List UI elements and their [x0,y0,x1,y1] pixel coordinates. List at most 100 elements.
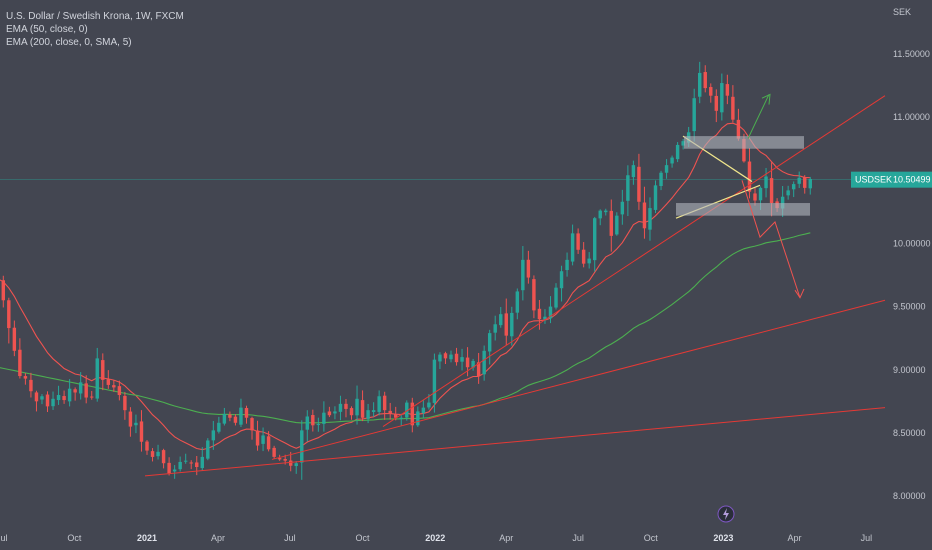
price-tick-label: 9.50000 [893,302,926,312]
candle-body [653,185,658,210]
support-zone [676,203,810,216]
candle-body [322,412,326,424]
candle-body [123,395,127,411]
price-tag: USDSEK 10.50499 [851,171,932,188]
candle-body [421,407,426,414]
candle-body [156,451,160,457]
candle-body [637,166,641,202]
candle-body [465,357,470,368]
time-axis[interactable]: Jul Oct 2021 Apr Jul Oct 2022 Apr Jul Oct 2023 Apr J… [0,533,872,543]
candle-body [709,87,713,96]
candle-body [620,201,625,215]
candle-body [117,386,122,396]
candle-body [101,360,105,380]
drawings [144,93,886,477]
price-tick-label: 10.00000 [893,238,931,248]
candle-body [272,447,276,457]
candle-body [244,408,249,418]
ema200-line [0,232,811,424]
price-tick-label: 11.00000 [893,112,930,122]
candle-body [791,184,796,190]
candle-body [40,396,44,400]
ema50-legend[interactable]: EMA (50, close, 0) [6,24,88,35]
candle-body [499,314,503,326]
time-tick-label: Oct [67,533,82,543]
candle-body [377,396,381,412]
candle-body [51,398,55,407]
candle-body [145,441,149,451]
currency-label: SEK [893,7,911,17]
event-marker[interactable] [717,505,735,523]
candle-body [78,382,83,394]
candle-body [283,459,287,461]
symbol-title[interactable]: U.S. Dollar / Swedish Krona, 1W, FXCM [6,11,184,22]
long-term-trendline [144,407,886,477]
candle-body [548,306,553,319]
candle-body [725,84,730,96]
candle-body [228,414,232,418]
candle-body [382,395,387,411]
candle-body [388,410,392,414]
candle-body [410,402,415,426]
candle-body [200,456,204,469]
candle-body [720,83,724,113]
candle-body [189,462,193,464]
candle-body [670,157,674,164]
candle-body [333,411,337,414]
time-tick-label: Jul [861,533,873,543]
resistance-zone [684,136,804,149]
time-tick-label: 2021 [137,533,157,543]
candle-body [261,435,265,444]
candle-body [95,358,99,399]
candle-body [648,208,652,230]
candle-body [438,354,442,362]
candle-body [7,300,11,329]
candle-body [349,408,354,416]
price-axis[interactable]: 11.50000 11.00000 10.00000 9.50000 9.00000 8.… [893,49,931,501]
candle-body [581,249,586,264]
candle-body [250,418,254,431]
time-tick-label: Oct [356,533,371,543]
candle-body [128,411,133,427]
candle-body [294,463,298,467]
candle-body [67,388,72,402]
candle-body [559,271,564,289]
candle-body [515,291,520,313]
candle-body [18,349,22,377]
candle-body [476,362,481,377]
ema200-legend[interactable]: EMA (200, close, 0, SMA, 5) [6,37,132,48]
candle-body [239,407,243,425]
candle-body [300,430,304,463]
time-tick-label: 2022 [425,533,445,543]
bullish-arrowhead [761,93,771,105]
candle-body [803,177,807,188]
price-tick-label: 9.00000 [893,365,926,375]
candle-body [626,175,630,201]
ema50-line [0,122,811,451]
price-tick-label: 11.50000 [893,49,930,59]
candle-body [316,424,321,426]
candle-body [112,385,116,388]
price-tag-bg [851,171,932,188]
bullish-arrow [747,94,770,139]
candle-body [311,415,315,426]
candle-body [675,144,680,160]
candle-body [217,422,221,432]
candle-body [183,460,188,462]
candle-body [255,430,260,446]
candle-body [427,402,431,408]
candle-body [504,313,508,336]
candle-body [797,177,801,184]
candle-body [266,436,271,450]
candle-body [565,259,569,271]
candle-body [62,396,66,401]
candle-body [106,379,111,385]
candle-body [554,287,558,308]
candle-body [84,383,88,398]
lightning-icon [723,508,729,520]
candle-body [34,392,39,402]
candle-body [570,233,575,262]
candle-body [471,360,475,368]
candle-body [543,316,547,320]
